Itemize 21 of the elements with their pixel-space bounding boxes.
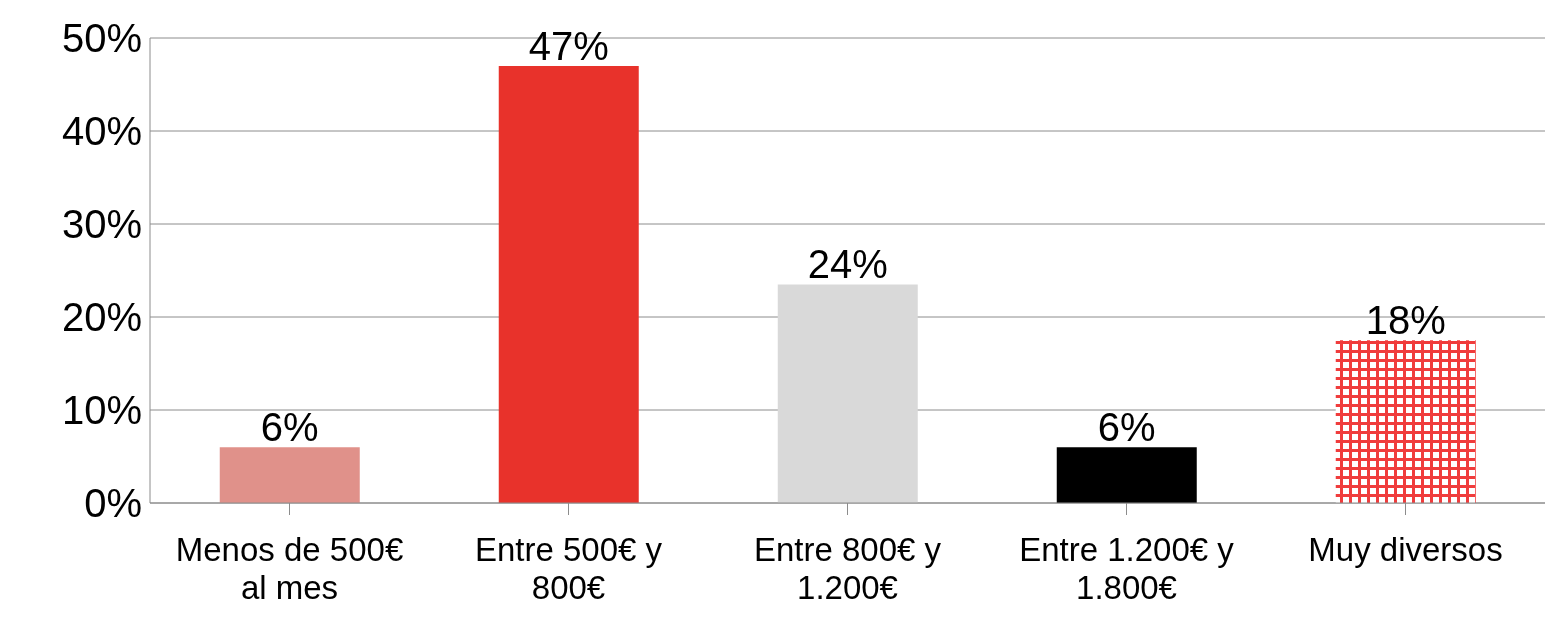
data-label: 24%	[807, 242, 888, 287]
x-tick-label: Entre 1.200€ y 1.800€	[1019, 530, 1235, 606]
x-tick-label: Entre 800€ y 1.200€	[753, 530, 942, 606]
x-tick-label: Muy diversos	[1308, 530, 1503, 568]
y-tick-label: 0%	[84, 481, 142, 526]
bar	[777, 284, 918, 503]
y-tick-label: 10%	[61, 388, 142, 433]
y-tick-label: 40%	[61, 109, 142, 154]
x-tick-label: Entre 500€ y 800€	[474, 530, 663, 606]
data-label: 47%	[528, 23, 609, 68]
data-label: 18%	[1365, 298, 1446, 343]
bar	[1056, 447, 1197, 503]
data-label: 6%	[260, 405, 319, 450]
y-tick-label: 30%	[61, 202, 142, 247]
y-tick-label: 20%	[61, 295, 142, 340]
bar	[1335, 340, 1476, 503]
bar	[219, 447, 360, 503]
bar	[498, 65, 639, 503]
x-tick-label: Menos de 500€ al mes	[175, 530, 404, 606]
y-tick-label: 50%	[61, 16, 142, 61]
data-label: 6%	[1097, 405, 1156, 450]
